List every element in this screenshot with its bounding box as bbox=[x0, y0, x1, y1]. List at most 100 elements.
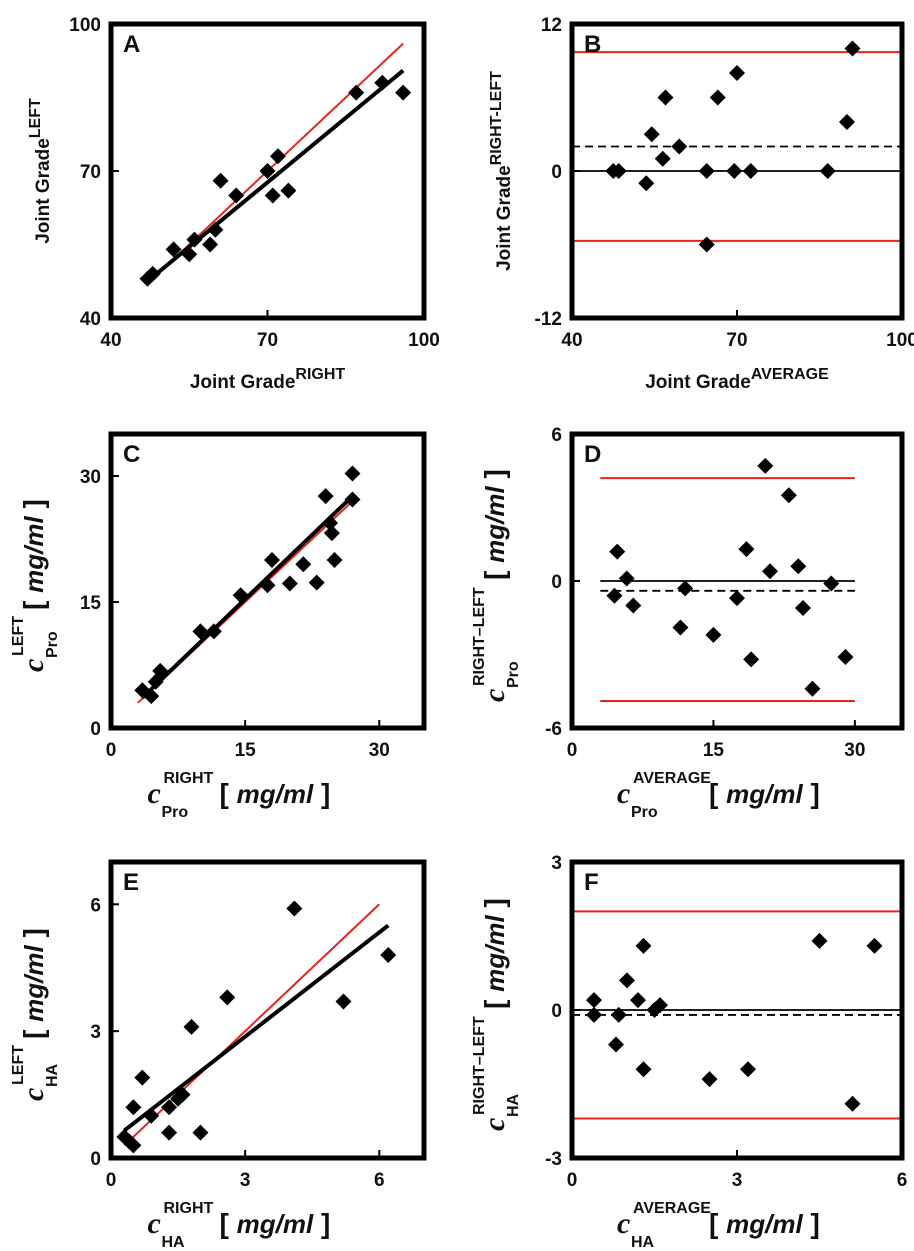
y-axis-label: c LEFT HA [ mg/ml ] bbox=[10, 928, 61, 1101]
y-label-superscript: LEFT bbox=[10, 616, 27, 656]
data-point bbox=[729, 65, 745, 81]
x-label-unit: [ mg/ml ] bbox=[220, 1208, 331, 1239]
data-point bbox=[610, 1006, 627, 1023]
y-label-subscript: HA bbox=[505, 1093, 522, 1117]
x-tick-label: 70 bbox=[257, 330, 278, 351]
data-point bbox=[586, 992, 602, 1009]
data-point bbox=[709, 89, 726, 106]
panel-b: B 40 70 100 -12 0 12 Joint GradeAVERAGE Joint Gr… bbox=[488, 15, 914, 393]
data-point bbox=[116, 1128, 133, 1145]
x-axis-label: Joint GradeRIGHT bbox=[190, 366, 346, 393]
y-tick-label: 15 bbox=[80, 593, 102, 614]
data-point bbox=[161, 1099, 178, 1116]
panel-c-plot-area bbox=[134, 465, 361, 705]
data-point bbox=[811, 932, 828, 949]
data-point bbox=[790, 558, 807, 575]
y-tick-label: 0 bbox=[90, 1149, 101, 1170]
y-tick-label: -3 bbox=[545, 1149, 562, 1170]
data-point bbox=[202, 236, 219, 253]
data-point bbox=[586, 1006, 602, 1023]
x-tick-label: 0 bbox=[567, 740, 578, 761]
regression-line bbox=[146, 69, 405, 283]
panel-c-frame bbox=[108, 431, 427, 731]
x-axis-label: Joint GradeAVERAGE bbox=[645, 366, 829, 393]
data-point bbox=[839, 114, 855, 130]
data-point bbox=[780, 487, 797, 504]
data-point bbox=[795, 599, 811, 616]
regression-line bbox=[140, 494, 354, 700]
data-point bbox=[344, 491, 361, 508]
y-label-unit: [ mg/ml ] bbox=[479, 898, 510, 1009]
data-point bbox=[677, 580, 694, 597]
x-tick-label: 6 bbox=[374, 1170, 385, 1191]
y-tick-label: -12 bbox=[535, 309, 562, 330]
y-label-subscript: HA bbox=[44, 1063, 61, 1087]
data-point bbox=[819, 163, 836, 179]
y-tick-label: 40 bbox=[80, 309, 101, 330]
data-point bbox=[698, 163, 715, 179]
data-point bbox=[380, 947, 397, 964]
x-label-subscript: HA bbox=[162, 1234, 186, 1251]
data-point bbox=[344, 465, 361, 482]
data-point bbox=[635, 1061, 652, 1078]
data-point bbox=[192, 1124, 209, 1141]
data-point bbox=[742, 163, 759, 179]
data-point bbox=[269, 148, 286, 165]
y-axis-label: c LEFT Pro [ mg/ml ] bbox=[10, 499, 61, 672]
data-point bbox=[395, 84, 412, 101]
x-tick-label: 0 bbox=[106, 740, 117, 761]
data-point bbox=[281, 575, 298, 592]
x-label-symbol: c bbox=[617, 1207, 630, 1240]
y-label-symbol: c bbox=[478, 1118, 511, 1131]
data-point bbox=[866, 937, 883, 954]
x-tick-label: 3 bbox=[240, 1170, 251, 1191]
y-axis-label: c RIGHT–LEFT HA [ mg/ml ] bbox=[471, 898, 522, 1131]
data-point bbox=[625, 597, 642, 614]
data-point bbox=[738, 541, 755, 558]
data-point bbox=[630, 992, 646, 1009]
data-point bbox=[652, 997, 668, 1014]
data-point bbox=[726, 163, 743, 179]
data-point bbox=[638, 175, 655, 192]
data-point bbox=[143, 1107, 160, 1124]
data-point bbox=[844, 1095, 861, 1112]
data-point bbox=[618, 570, 635, 587]
data-point bbox=[348, 84, 365, 101]
y-tick-label: 70 bbox=[80, 162, 101, 183]
data-point bbox=[729, 590, 745, 607]
panel-letter: C bbox=[123, 441, 140, 468]
identity-line bbox=[123, 903, 380, 1147]
data-point bbox=[152, 662, 169, 679]
x-label-subscript: Pro bbox=[631, 804, 658, 821]
y-axis-label: c RIGHT–LEFT Pro [ mg/ml ] bbox=[471, 469, 522, 702]
data-point bbox=[322, 515, 339, 532]
panel-d-plot-area bbox=[600, 457, 855, 703]
data-point bbox=[643, 126, 660, 143]
y-tick-label: 0 bbox=[90, 719, 101, 740]
data-point bbox=[823, 575, 840, 592]
x-tick-label: 0 bbox=[567, 1170, 578, 1191]
data-point bbox=[323, 525, 340, 542]
data-point bbox=[671, 138, 688, 155]
y-tick-label: 100 bbox=[69, 15, 101, 36]
x-label-subscript: HA bbox=[631, 1234, 655, 1251]
data-point bbox=[228, 187, 245, 204]
x-label-symbol: c bbox=[148, 777, 161, 810]
panel-a: A 40 70 100 40 70 100 Joint GradeRIGHT Joint Gra… bbox=[27, 15, 440, 393]
data-point bbox=[181, 246, 198, 263]
x-tick-label: 15 bbox=[235, 740, 257, 761]
y-label-symbol: c bbox=[478, 689, 511, 702]
y-label-unit: [ mg/ml ] bbox=[18, 928, 49, 1039]
data-point bbox=[219, 989, 236, 1006]
data-point bbox=[280, 182, 297, 199]
y-tick-label: 0 bbox=[551, 1001, 562, 1022]
x-tick-label: 0 bbox=[106, 1170, 117, 1191]
data-point bbox=[610, 163, 627, 179]
panel-a-plot-area bbox=[139, 42, 412, 287]
data-point bbox=[192, 623, 209, 640]
data-point bbox=[161, 1124, 178, 1141]
data-point bbox=[186, 231, 203, 248]
y-tick-label: 3 bbox=[551, 853, 562, 874]
